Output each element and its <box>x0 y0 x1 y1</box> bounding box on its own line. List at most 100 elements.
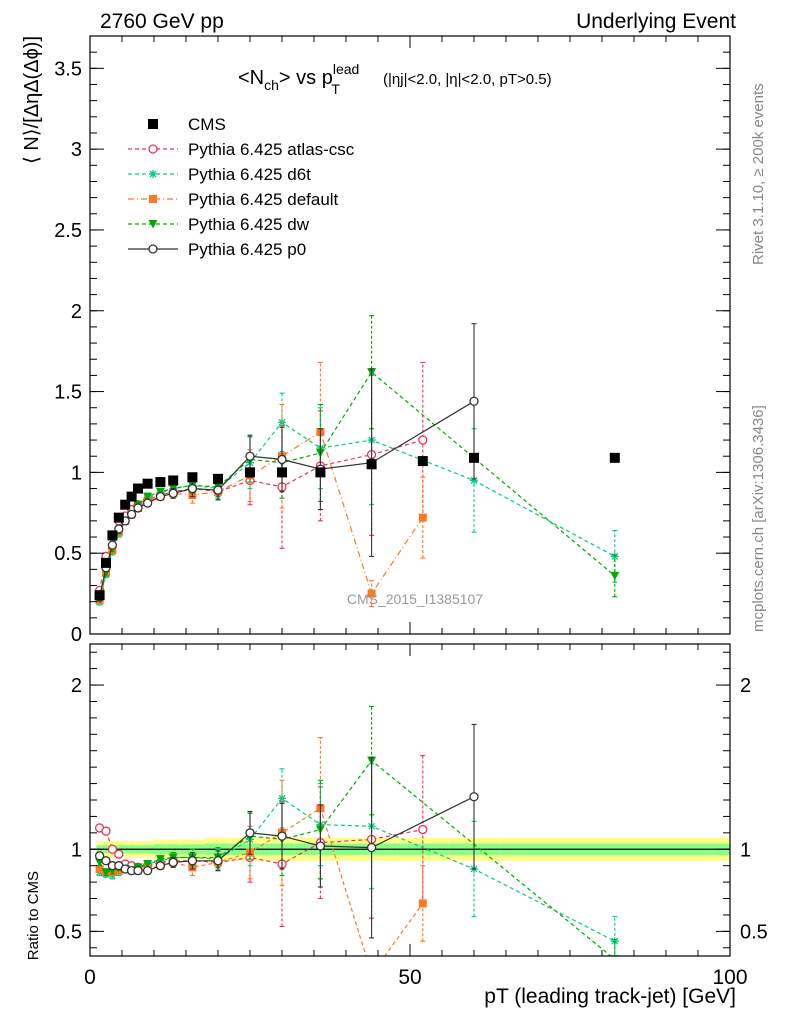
data-point-cms <box>142 478 153 489</box>
data-point-atlas-csc <box>114 849 124 859</box>
data-point-atlas-csc <box>418 824 428 835</box>
data-point-p0 <box>187 856 198 866</box>
x-tick-label-100: 100 <box>712 966 747 989</box>
data-point-cms <box>417 456 428 467</box>
data-point-default <box>418 513 427 522</box>
data-point-p0 <box>107 540 118 550</box>
data-point-default <box>368 970 376 978</box>
ratio-y-tick-label-right: 1 <box>740 839 751 861</box>
data-point-p0 <box>469 396 479 406</box>
legend-label-default: Pythia 6.425 default <box>188 190 339 209</box>
legend-label-d6t: Pythia 6.425 d6t <box>188 165 311 184</box>
data-point-cms <box>213 473 223 484</box>
series-line-default <box>99 807 424 956</box>
analysis-watermark: CMS_2015_I1385107 <box>347 591 483 607</box>
data-point-cms <box>315 467 326 478</box>
data-point-default <box>95 864 104 873</box>
data-point-cms <box>245 467 255 478</box>
main-y-tick-label: 1 <box>71 462 82 484</box>
data-point-p0 <box>366 842 377 853</box>
series-line-default <box>99 431 424 601</box>
data-point-dw <box>143 492 153 502</box>
series-atlas-csc <box>94 361 428 596</box>
data-point-p0 <box>133 503 143 513</box>
header-left: 2760 GeV pp <box>100 10 224 33</box>
ratio-y-tick-label: 1 <box>71 839 82 861</box>
ratio-plot-panel: 0 50 100 0.5 0.5 1 1 2 2 <box>54 643 768 989</box>
legend-marker-default <box>149 195 157 203</box>
legend-marker-atlas-csc <box>148 144 158 154</box>
main-plot-panel: 0 0.5 1 1.5 2 2.5 3 3.5 <box>54 35 731 646</box>
x-tick-label-50: 50 <box>398 966 421 989</box>
ratio-y-tick-label-right: 0.5 <box>740 921 768 943</box>
ratio-y-tick-label-right: 2 <box>740 675 751 697</box>
series-line-d6t <box>99 797 616 942</box>
data-point-p0 <box>168 488 178 499</box>
plot-title: <Nch> vs plead T (|ηj|<2.0, |η|<2.0, pT>0… <box>238 61 552 97</box>
ratio-y-axis-label: Ratio to CMS <box>25 871 42 960</box>
plot-title-sub-T: T <box>331 81 340 97</box>
data-point-p0 <box>155 491 166 502</box>
ratio-y-tick-label: 2 <box>71 675 82 697</box>
data-point-cms <box>187 472 198 483</box>
legend-marker-dw <box>148 220 158 229</box>
data-point-atlas-csc <box>101 826 111 836</box>
data-point-p0 <box>187 483 198 494</box>
legend-label-p0: Pythia 6.425 p0 <box>188 240 306 259</box>
legend-entry-d6t: Pythia 6.425 d6t <box>128 165 311 184</box>
series-p0 <box>94 723 479 939</box>
legend-marker-d6t <box>149 170 157 178</box>
data-point-p0 <box>142 498 153 508</box>
legend-label-dw: Pythia 6.425 dw <box>188 215 310 234</box>
data-point-default <box>367 589 376 598</box>
plot-title-mid: > vs p <box>279 67 333 89</box>
main-data-area <box>94 315 620 608</box>
main-frame <box>89 35 731 635</box>
plot-title-cuts: (|ηj|<2.0, |η|<2.0, pT>0.5) <box>383 71 552 88</box>
series-cms <box>94 452 620 601</box>
legend: CMS Pythia 6.425 atlas-csc Pythia 6.425 d6… <box>128 115 355 259</box>
rivet-label: Rivet 3.1.10, ≥ 200k events <box>750 83 767 265</box>
data-point-cms <box>113 512 124 523</box>
data-point-cms <box>94 590 105 601</box>
data-point-p0 <box>168 857 178 868</box>
data-point-cms <box>101 557 111 568</box>
plot-title-sub-ch: ch <box>264 77 279 93</box>
data-point-cms <box>126 491 137 502</box>
data-point-dw <box>610 571 620 581</box>
data-point-d6t <box>470 476 478 485</box>
series-line-d6t <box>99 421 616 602</box>
legend-label-atlas-csc: Pythia 6.425 atlas-csc <box>188 140 355 159</box>
legend-marker-cms <box>148 119 158 129</box>
data-point-cms <box>133 483 143 494</box>
data-point-cms <box>155 477 166 488</box>
main-y-axis-label: ⟨ N⟩/[ΔηΔ(Δϕ)] <box>21 36 43 164</box>
data-point-cms <box>107 530 118 541</box>
data-point-p0 <box>213 856 223 866</box>
data-point-cms <box>366 459 377 470</box>
legend-entry-cms: CMS <box>148 115 226 134</box>
series-line-p0 <box>99 400 475 597</box>
legend-entry-atlas-csc: Pythia 6.425 atlas-csc <box>128 140 355 159</box>
data-point-p0 <box>213 485 223 495</box>
main-y-tick-label: 0.5 <box>54 543 82 565</box>
data-point-cms <box>277 467 287 478</box>
data-point-p0 <box>315 841 326 851</box>
data-point-dw <box>155 855 165 864</box>
main-y-tick-label: 0 <box>71 624 82 646</box>
main-y-tick-label: 1.5 <box>54 382 82 404</box>
legend-entry-p0: Pythia 6.425 p0 <box>128 240 306 259</box>
data-point-cms <box>469 452 479 463</box>
data-point-p0 <box>277 454 287 465</box>
legend-marker-p0 <box>148 244 158 254</box>
main-y-tick-label: 3.5 <box>54 58 82 80</box>
ratio-frame <box>89 643 731 957</box>
legend-entry-dw: Pythia 6.425 dw <box>128 215 310 234</box>
data-point-cms <box>168 475 179 486</box>
legend-label-cms: CMS <box>188 115 226 134</box>
data-point-p0 <box>155 861 166 871</box>
data-point-cms <box>609 452 620 463</box>
data-point-p0 <box>133 865 143 876</box>
